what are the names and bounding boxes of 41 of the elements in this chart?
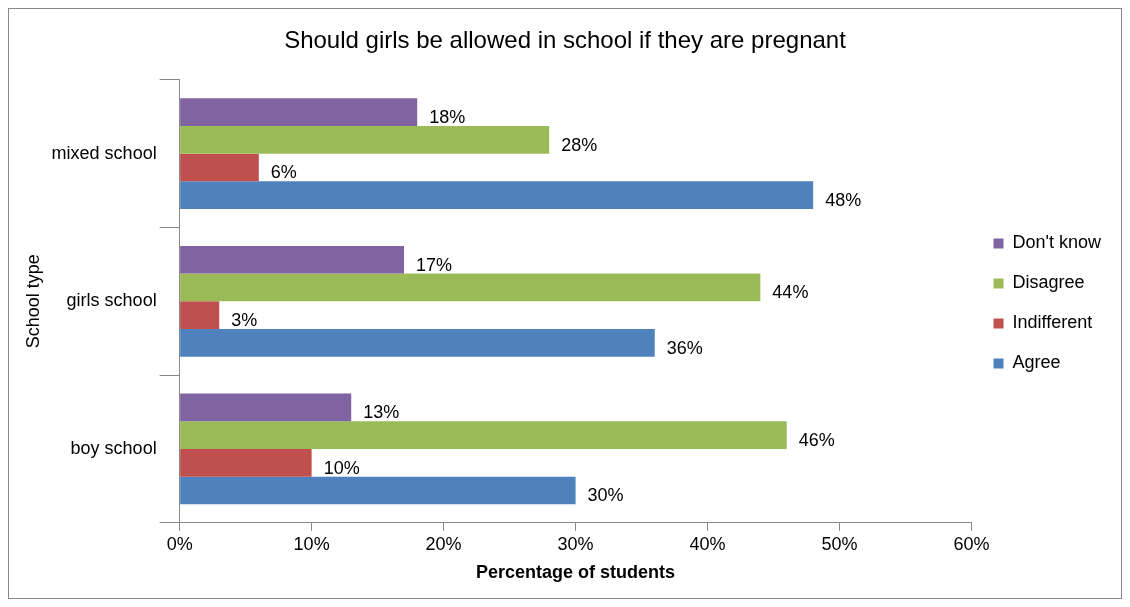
- x-tick-label: 20%: [425, 533, 462, 554]
- legend-label: Indifferent: [1012, 312, 1093, 333]
- chart-title: Should girls be allowed in school if they are pregnant: [284, 26, 847, 54]
- data-label: 10%: [323, 457, 360, 478]
- bar: [180, 273, 761, 302]
- y-tick-label: girls school: [66, 290, 157, 311]
- data-label: 28%: [561, 134, 598, 155]
- bar: [180, 125, 550, 154]
- data-label: 48%: [825, 190, 862, 211]
- data-label: 3%: [231, 310, 258, 331]
- y-tick-label: boy school: [70, 437, 157, 458]
- data-label: 18%: [429, 107, 466, 128]
- x-tick-label: 10%: [293, 533, 330, 554]
- data-label: 44%: [772, 282, 809, 303]
- x-tick-label: 30%: [557, 533, 594, 554]
- bar: [180, 301, 220, 329]
- bar: [180, 476, 576, 505]
- x-tick-label: 50%: [821, 533, 858, 554]
- data-label: 6%: [270, 162, 297, 183]
- x-axis-title: Percentage of students: [476, 562, 676, 583]
- data-label: 46%: [798, 430, 835, 451]
- y-tick-label: mixed school: [51, 142, 157, 163]
- data-label: 17%: [416, 254, 453, 275]
- bar: [180, 421, 787, 449]
- legend-label: Don't know: [1012, 232, 1102, 253]
- x-tick-label: 0%: [166, 533, 193, 554]
- bar: [180, 153, 259, 182]
- x-tick-label: 60%: [953, 533, 990, 554]
- x-tick-label: 40%: [689, 533, 726, 554]
- bar: [180, 98, 418, 126]
- y-axis-title: School type: [22, 254, 43, 349]
- bar: [180, 393, 352, 422]
- bar: [180, 245, 405, 274]
- bar: [180, 328, 655, 357]
- data-label: 13%: [363, 402, 400, 423]
- data-label: 36%: [666, 337, 703, 358]
- legend-label: Disagree: [1012, 272, 1085, 293]
- data-label: 30%: [587, 485, 624, 506]
- bar: [180, 181, 814, 210]
- bar: [180, 448, 312, 477]
- legend-label: Agree: [1012, 352, 1061, 373]
